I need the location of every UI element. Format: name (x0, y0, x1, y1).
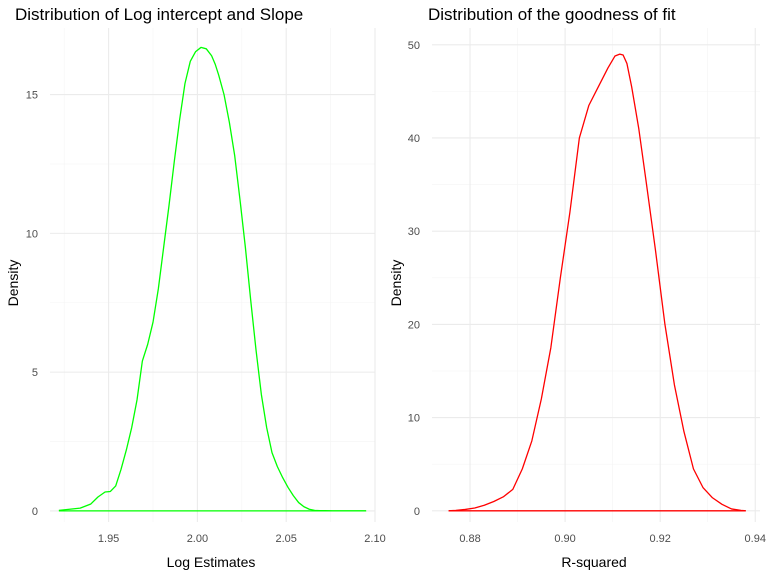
y-tick-label: 20 (408, 319, 420, 331)
y-axis-title: Density (388, 260, 404, 307)
x-axis-title: R-squared (561, 554, 626, 570)
x-tick-label: 0.90 (554, 533, 575, 545)
tick-labels: 0.88 0.90 0.92 0.94 0 10 20 30 40 50 (408, 40, 766, 545)
x-axis-title: Log Estimates (167, 554, 256, 570)
y-tick-label: 5 (32, 367, 38, 379)
plot-grid (432, 28, 760, 522)
x-tick-label: 2.10 (364, 533, 385, 545)
x-tick-label: 2.00 (187, 533, 208, 545)
y-tick-label: 15 (26, 90, 38, 102)
x-tick-label: 1.95 (98, 533, 119, 545)
density-curve (58, 46, 367, 512)
y-tick-label: 0 (414, 506, 420, 518)
plot-grid (50, 28, 376, 522)
x-tick-label: 0.92 (649, 533, 670, 545)
tick-labels: 1.95 2.00 2.05 2.10 0 5 10 15 (26, 90, 386, 545)
x-tick-label: 0.94 (745, 533, 766, 545)
y-tick-label: 30 (408, 226, 420, 238)
y-tick-label: 10 (408, 413, 420, 425)
chart-panel-log-estimates: 1.95 2.00 2.05 2.10 0 5 10 15 Distribution of L… (5, 5, 386, 570)
y-tick-label: 10 (26, 228, 38, 240)
density-curve (448, 53, 746, 512)
chart-title: Distribution of Log intercept and Slope (15, 5, 303, 24)
y-tick-label: 0 (32, 506, 38, 518)
y-axis-title: Density (5, 260, 21, 307)
x-tick-label: 0.88 (459, 533, 480, 545)
y-tick-label: 50 (408, 40, 420, 52)
chart-title: Distribution of the goodness of fit (428, 5, 676, 24)
chart-panel-r-squared: 0.88 0.90 0.92 0.94 0 10 20 30 40 50 Distribution… (388, 5, 766, 570)
x-tick-label: 2.05 (275, 533, 296, 545)
y-tick-label: 40 (408, 133, 420, 145)
